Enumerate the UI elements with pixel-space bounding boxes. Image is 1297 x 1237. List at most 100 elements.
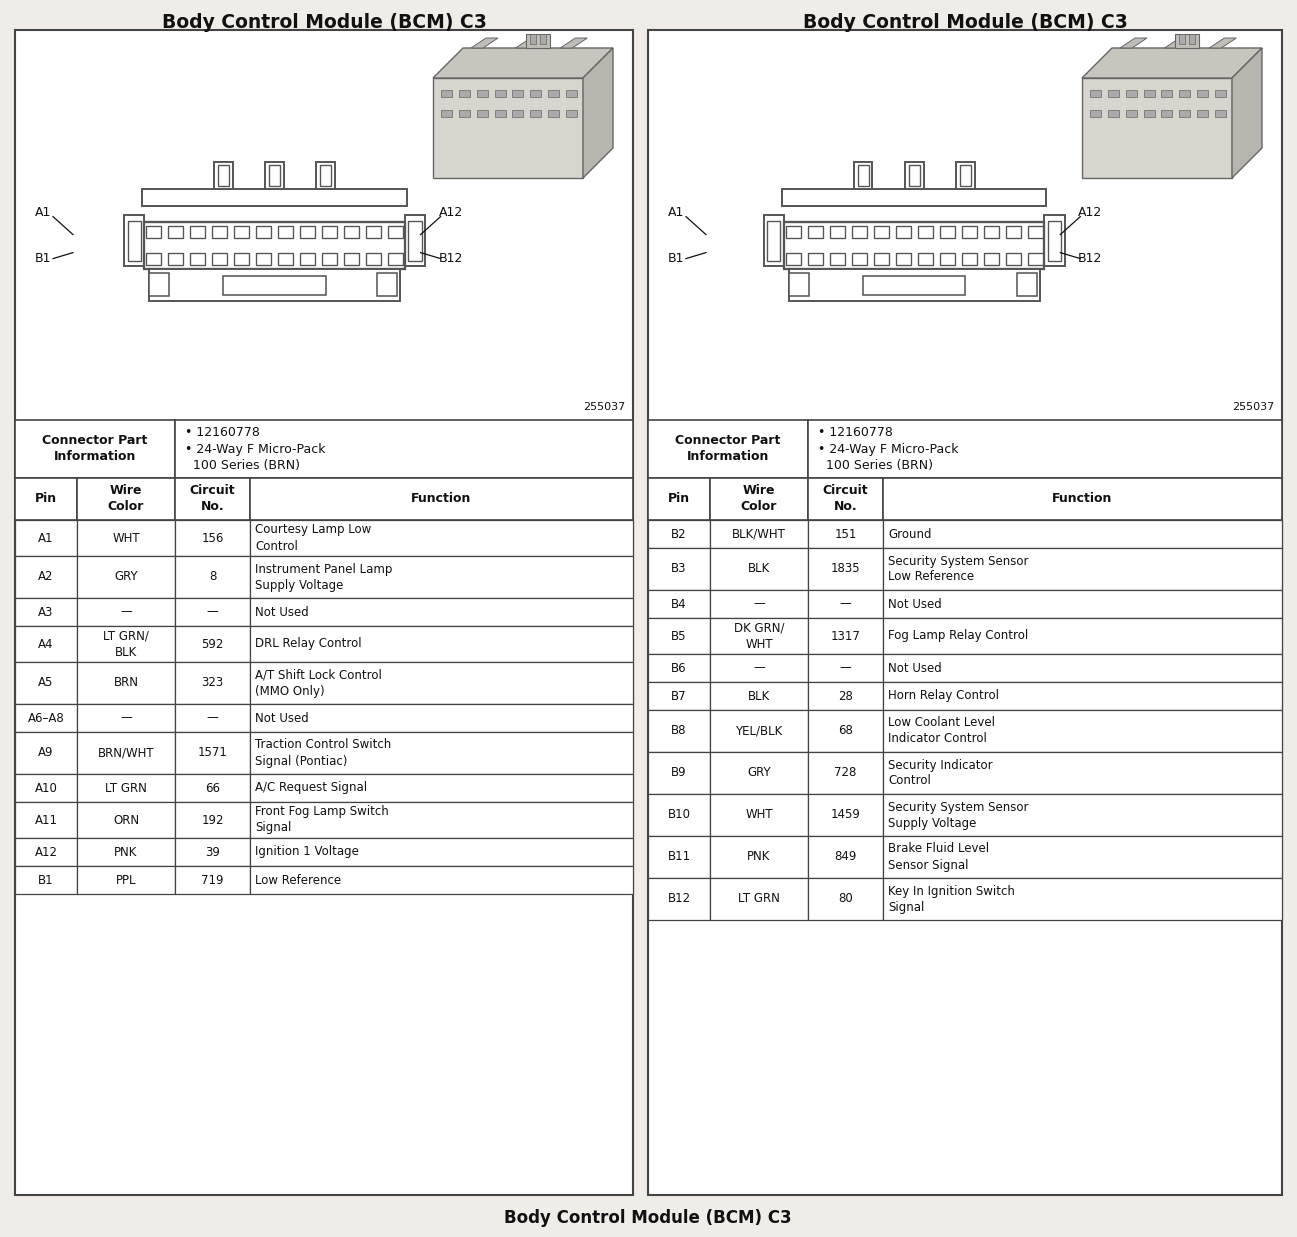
Bar [1108, 110, 1119, 118]
Bar [405, 215, 425, 266]
Bar [441, 90, 451, 96]
Text: DK GRN/
WHT: DK GRN/ WHT [734, 621, 785, 651]
Bar [477, 110, 488, 118]
Text: A1: A1 [38, 532, 53, 544]
Text: Courtesy Lamp Low
Control: Courtesy Lamp Low Control [256, 523, 371, 553]
Bar [77, 597, 175, 626]
Bar [648, 520, 709, 548]
Bar [962, 252, 977, 265]
Text: 156: 156 [201, 532, 223, 544]
Text: A12: A12 [35, 846, 57, 858]
Text: GRY: GRY [114, 570, 137, 584]
Bar [1215, 90, 1226, 96]
Bar [549, 90, 559, 96]
Bar [852, 252, 866, 265]
Bar [175, 597, 250, 626]
Bar [175, 662, 250, 704]
Text: Key In Ignition Switch
Signal: Key In Ignition Switch Signal [888, 884, 1014, 913]
Text: 39: 39 [205, 846, 220, 858]
Bar [266, 162, 284, 189]
Bar [940, 225, 955, 238]
Text: B12: B12 [1078, 252, 1102, 265]
Text: LT GRN: LT GRN [738, 893, 779, 905]
Bar [127, 220, 140, 261]
Text: Security System Sensor
Low Reference: Security System Sensor Low Reference [888, 554, 1029, 584]
Text: YEL/BLK: YEL/BLK [735, 725, 782, 737]
Polygon shape [471, 38, 498, 48]
Bar [1197, 90, 1209, 96]
Bar [16, 704, 77, 732]
Bar [250, 802, 633, 837]
Bar [883, 878, 1281, 920]
Text: A1: A1 [35, 207, 51, 219]
Text: B7: B7 [671, 689, 687, 703]
Bar [250, 866, 633, 894]
Text: Brake Fluid Level
Sensor Signal: Brake Fluid Level Sensor Signal [888, 842, 990, 872]
Bar [883, 520, 1281, 548]
Bar [191, 252, 205, 265]
Bar [918, 225, 933, 238]
Text: —: — [206, 605, 218, 618]
Bar [540, 33, 546, 45]
Bar [1162, 110, 1172, 118]
Bar [344, 252, 359, 265]
Bar [16, 837, 77, 866]
Text: B2: B2 [671, 527, 687, 541]
Bar [709, 794, 808, 836]
Text: 8: 8 [209, 570, 217, 584]
Text: Not Used: Not Used [256, 711, 309, 725]
Bar [77, 866, 175, 894]
Bar [235, 252, 249, 265]
Bar [250, 662, 633, 704]
Bar [530, 110, 541, 118]
Text: LT GRN/
BLK: LT GRN/ BLK [102, 630, 149, 658]
Bar [785, 221, 1044, 268]
Text: A10: A10 [35, 782, 57, 794]
Text: —: — [754, 662, 765, 674]
Text: 1459: 1459 [830, 809, 860, 821]
Text: Ignition 1 Voltage: Ignition 1 Voltage [256, 846, 359, 858]
Bar [1108, 90, 1119, 96]
Bar [494, 90, 506, 96]
Text: Wire
Color: Wire Color [108, 485, 144, 513]
Bar [1005, 225, 1021, 238]
Bar [77, 477, 175, 520]
Text: Pin: Pin [668, 492, 690, 506]
Text: A4: A4 [38, 637, 53, 651]
Bar [1179, 110, 1191, 118]
Bar [808, 477, 883, 520]
Bar [709, 710, 808, 752]
Text: B8: B8 [672, 725, 686, 737]
Polygon shape [1232, 48, 1262, 178]
Bar [648, 682, 709, 710]
Bar [883, 752, 1281, 794]
Bar [143, 189, 407, 207]
Text: —: — [121, 711, 132, 725]
Text: BLK/WHT: BLK/WHT [732, 527, 786, 541]
Bar [149, 268, 399, 301]
Text: 192: 192 [201, 814, 224, 826]
Bar [250, 774, 633, 802]
Text: Circuit
No.: Circuit No. [822, 485, 868, 513]
Text: Low Reference: Low Reference [256, 873, 341, 887]
Text: Instrument Panel Lamp
Supply Voltage: Instrument Panel Lamp Supply Voltage [256, 563, 393, 591]
Bar [709, 477, 808, 520]
Bar [300, 225, 315, 238]
Bar [883, 590, 1281, 618]
Bar [648, 548, 709, 590]
Bar [377, 273, 397, 297]
Bar [169, 225, 183, 238]
Text: LT GRN: LT GRN [105, 782, 147, 794]
Bar [808, 548, 883, 590]
Bar [808, 520, 883, 548]
Text: A9: A9 [38, 746, 53, 760]
Text: PNK: PNK [114, 846, 137, 858]
Bar [648, 710, 709, 752]
Bar [808, 421, 1281, 477]
Bar [409, 220, 422, 261]
Bar [956, 162, 975, 189]
Bar [808, 794, 883, 836]
Bar [808, 710, 883, 752]
Bar [256, 252, 271, 265]
Text: Not Used: Not Used [888, 597, 942, 611]
